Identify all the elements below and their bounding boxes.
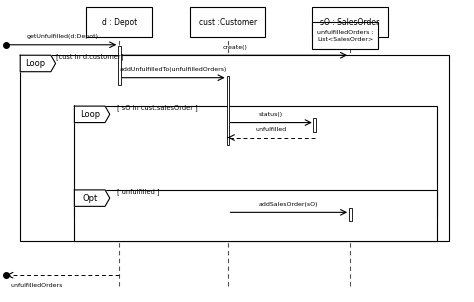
Text: addSalesOrder(sO): addSalesOrder(sO) — [259, 202, 319, 207]
Bar — [190, 7, 265, 37]
Bar — [118, 46, 121, 85]
Polygon shape — [20, 55, 55, 72]
Bar — [20, 55, 449, 241]
Bar — [74, 106, 438, 217]
Bar — [312, 7, 388, 37]
Text: unfulfilled: unfulfilled — [255, 127, 287, 132]
Polygon shape — [74, 106, 110, 123]
Text: sO : SalesOrder: sO : SalesOrder — [320, 18, 380, 27]
Text: cust :Customer: cust :Customer — [199, 18, 256, 27]
Text: Loop: Loop — [80, 110, 100, 119]
Bar — [86, 7, 152, 37]
Polygon shape — [74, 190, 110, 206]
Bar — [312, 22, 378, 49]
Text: Loop: Loop — [26, 59, 46, 68]
Text: unfulfilledOrders: unfulfilledOrders — [11, 283, 63, 288]
Bar — [74, 190, 438, 241]
Text: create(): create() — [222, 45, 247, 50]
Text: [cust in d.customer]: [cust in d.customer] — [55, 53, 123, 60]
Bar — [349, 208, 352, 221]
Text: Opt: Opt — [82, 194, 97, 203]
Text: [ unfulfilled ]: [ unfulfilled ] — [117, 188, 159, 195]
Text: d : Depot: d : Depot — [101, 18, 137, 27]
Text: [ sO in cust.salesOrder ]: [ sO in cust.salesOrder ] — [117, 104, 198, 111]
Text: status(): status() — [259, 112, 283, 117]
Text: addUnfulfilledTo(unfulfilledOrders): addUnfulfilledTo(unfulfilledOrders) — [120, 67, 227, 72]
Text: unfulfilledOrders :
List<SalesOrder>: unfulfilledOrders : List<SalesOrder> — [317, 30, 374, 42]
Text: getUnfulfilled(d:Depot): getUnfulfilled(d:Depot) — [27, 34, 99, 39]
Bar — [313, 118, 316, 132]
Bar — [227, 76, 229, 145]
